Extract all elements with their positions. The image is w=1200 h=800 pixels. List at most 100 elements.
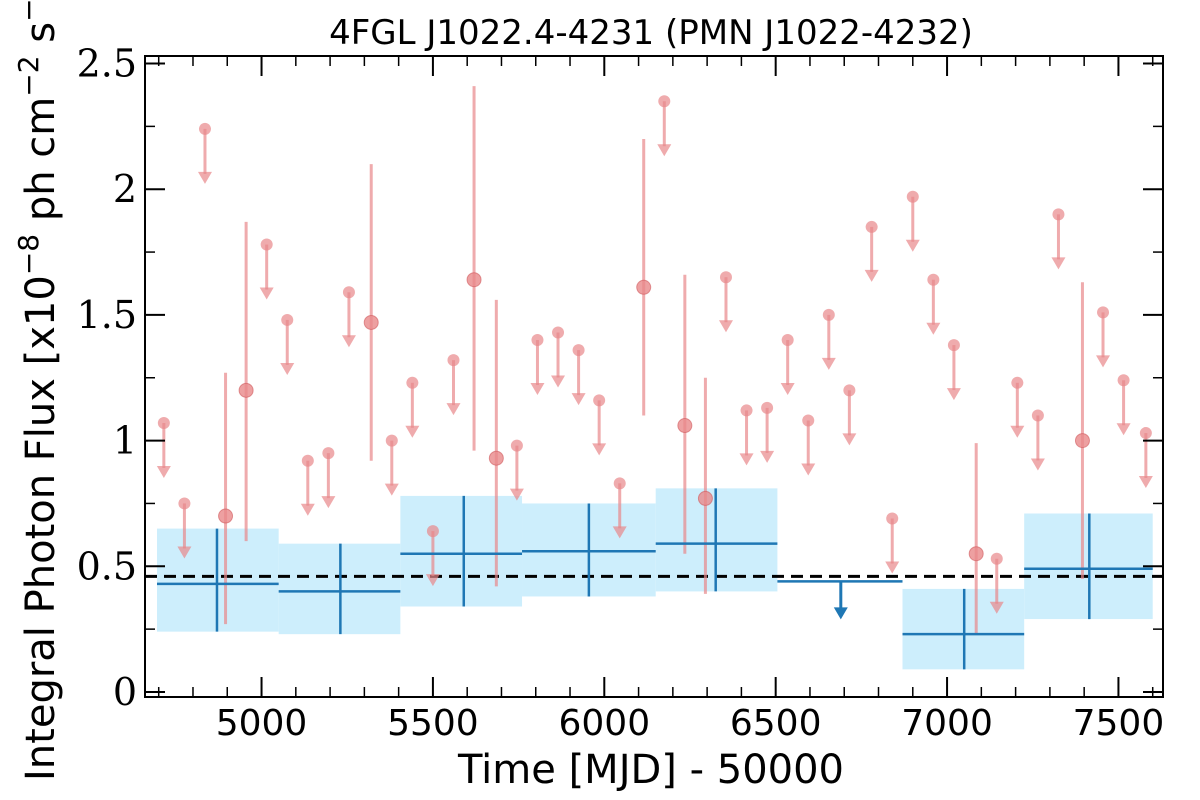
ul-arrow-head xyxy=(551,375,566,388)
short-bin-upper-limit xyxy=(446,354,461,416)
upper-limit-arrow xyxy=(177,503,192,559)
short-bin-detection-point xyxy=(363,164,379,461)
chart-title: 4FGL J1022.4-4231 (PMN J1022-4232) xyxy=(329,13,973,53)
detection-marker xyxy=(238,382,254,398)
ul-arrow-head xyxy=(801,463,816,476)
long-bin-upper-limits xyxy=(777,580,903,620)
upper-limit-arrow xyxy=(1051,214,1066,270)
short-bin-upper-limit xyxy=(321,447,336,509)
short-bin-upper-limit xyxy=(592,394,607,456)
upper-limit-arrow xyxy=(905,196,920,252)
short-bin-upper-limit xyxy=(905,190,920,252)
short-bin-detection-point xyxy=(677,274,693,554)
detection-marker xyxy=(1074,433,1090,449)
upper-limit-arrow xyxy=(321,453,336,509)
detection-marker xyxy=(218,508,234,524)
ul-arrow-head xyxy=(571,393,586,406)
y-label-mid2: s xyxy=(18,22,64,56)
short-bin-upper-limit xyxy=(156,417,171,479)
short-bin-upper-limit xyxy=(739,404,754,466)
detection-marker xyxy=(636,279,652,295)
upper-limit-arrow xyxy=(833,581,848,620)
short-bin-upper-limit xyxy=(821,308,836,370)
x-tick-label: 5500 xyxy=(387,703,479,744)
long-bin-detection xyxy=(1024,513,1153,620)
ul-arrow-head xyxy=(718,320,733,333)
ul-arrow-head xyxy=(864,269,879,282)
y-label-mid: ph cm xyxy=(18,97,64,234)
short-bin-upper-limit xyxy=(1030,409,1045,471)
long-bin-detection xyxy=(655,488,778,592)
short-bin-upper-limit xyxy=(801,414,816,476)
y-label-exp3: −1 xyxy=(12,0,45,22)
ul-arrow-head xyxy=(321,496,336,509)
short-bin-upper-limit xyxy=(280,313,295,375)
short-bin-upper-limit xyxy=(1096,306,1111,368)
short-bin-detection-point xyxy=(218,372,234,625)
ul-arrow-head xyxy=(1096,355,1111,368)
upper-limit-arrow xyxy=(718,277,733,333)
detection-marker xyxy=(466,272,482,288)
detection-marker xyxy=(968,546,984,562)
ul-arrow-head xyxy=(509,488,524,501)
short-bin-detection-point xyxy=(1074,282,1090,579)
ul-arrow-head xyxy=(739,453,754,466)
short-bin-detection-point xyxy=(488,299,504,587)
short-bin-upper-limits xyxy=(156,95,1153,614)
long-bin-detection xyxy=(902,588,1025,670)
short-bin-detection-point xyxy=(636,138,652,416)
ul-arrow-head xyxy=(612,526,627,539)
ul-arrow-head xyxy=(780,383,795,396)
upper-limit-arrow xyxy=(739,410,754,466)
short-bin-detection-point xyxy=(238,221,254,542)
short-bin-upper-limit xyxy=(946,339,961,401)
short-bin-upper-limit xyxy=(341,286,356,348)
upper-limit-arrow xyxy=(1010,382,1025,438)
short-bin-upper-limit xyxy=(259,238,274,300)
upper-limit-arrow xyxy=(280,319,295,375)
y-tick-label: 0 xyxy=(113,670,137,714)
y-tick-label: 1.5 xyxy=(77,293,137,337)
upper-limit-arrow xyxy=(780,340,795,396)
upper-limit-arrow xyxy=(259,244,274,300)
axis-ticks: 0 0.5 1 1.5 2 2.5 5000 5500 6000 6500 7000 7500 xyxy=(77,42,1165,744)
ul-arrow-head xyxy=(156,466,171,479)
ul-arrow-head xyxy=(341,335,356,348)
ul-arrow-head xyxy=(1116,423,1131,436)
y-label-exp2: −2 xyxy=(12,55,45,96)
short-bin-upper-limit xyxy=(926,273,941,335)
short-bin-upper-limit xyxy=(509,439,524,501)
upper-limit-arrow xyxy=(864,226,879,282)
upper-limit-arrow xyxy=(530,340,545,396)
y-label-pre: Integral Photon Flux [x10 xyxy=(18,275,64,781)
short-bin-upper-limit xyxy=(384,434,399,496)
ul-arrow-head xyxy=(833,607,848,620)
ul-arrow-head xyxy=(425,574,440,587)
short-bin-detection-point xyxy=(466,86,482,451)
x-tick-label: 7500 xyxy=(1073,703,1165,744)
ul-arrow-head xyxy=(280,362,295,375)
upper-limit-arrow xyxy=(446,360,461,416)
upper-limit-arrow xyxy=(405,382,420,438)
short-bin-upper-limit xyxy=(718,271,733,333)
ul-arrow-head xyxy=(760,450,775,463)
long-bin-bands xyxy=(156,488,1153,670)
long-bin-detections xyxy=(156,488,1153,670)
ul-arrow-head xyxy=(946,388,961,401)
ul-arrow-head xyxy=(905,239,920,252)
ul-arrow-head xyxy=(1030,458,1045,471)
y-tick-label: 1 xyxy=(113,419,137,463)
ul-arrow-head xyxy=(530,383,545,396)
ul-arrow-head xyxy=(989,601,1004,614)
ul-arrow-head xyxy=(885,561,900,574)
plot-frame xyxy=(144,55,1164,698)
upper-limit-arrow xyxy=(509,445,524,501)
short-bin-upper-limit xyxy=(760,401,775,463)
short-bin-upper-limit xyxy=(571,344,586,406)
x-tick-label: 6000 xyxy=(558,703,650,744)
ul-arrow-head xyxy=(842,433,857,446)
ul-arrow-head xyxy=(300,503,315,516)
detection-marker xyxy=(488,450,504,466)
short-bin-upper-limit xyxy=(842,384,857,446)
long-bin-detection xyxy=(278,543,401,635)
